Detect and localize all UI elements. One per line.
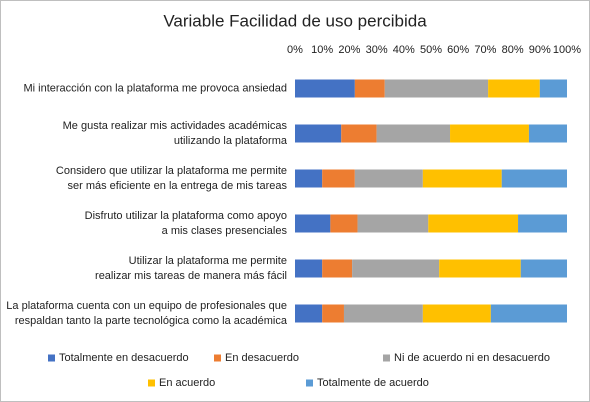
x-tick-label: 60%: [447, 44, 469, 56]
legend-swatch: [306, 379, 313, 387]
legend-label: Ni de acuerdo ni en desacuerdo: [394, 352, 550, 364]
bar-segment: [357, 214, 429, 233]
bar-segment: [528, 124, 567, 143]
chart-title: Variable Facilidad de uso percibida: [163, 11, 427, 30]
bar-segment: [322, 259, 353, 278]
legend-swatch: [383, 354, 390, 362]
bar-segment: [450, 124, 529, 143]
x-tick-label: 50%: [420, 44, 442, 56]
y-tick-label: Considero que utilizar la plataforma me …: [56, 165, 288, 192]
x-tick-label: 40%: [393, 44, 415, 56]
bar-segment: [488, 79, 540, 98]
x-tick-label: 30%: [366, 44, 388, 56]
bar-segment: [354, 79, 385, 98]
bar-segment: [330, 214, 358, 233]
y-tick-label: La plataforma cuenta con un equipo de pr…: [6, 300, 288, 327]
bar-segment: [520, 259, 567, 278]
bar-segment: [539, 79, 567, 98]
bar-segment: [428, 214, 519, 233]
bar-segment: [384, 79, 489, 98]
legend-swatch: [148, 379, 155, 387]
x-tick-label: 80%: [502, 44, 524, 56]
bar-segment: [354, 169, 423, 188]
bar-segment: [295, 169, 323, 188]
legend-swatch: [48, 354, 55, 362]
x-tick-label: 70%: [474, 44, 496, 56]
bar-segment: [518, 214, 567, 233]
legend-swatch: [214, 354, 221, 362]
bar-segment: [439, 259, 521, 278]
bar-segment: [352, 259, 440, 278]
legend-label: En desacuerdo: [225, 352, 299, 364]
bar-segment: [295, 259, 323, 278]
y-tick-label: Me gusta realizar mis actividades académ…: [63, 120, 288, 147]
y-tick-label: Disfruto utilizar la plataforma como apo…: [85, 210, 288, 237]
x-tick-label: 100%: [553, 44, 581, 56]
bar-segment: [322, 169, 355, 188]
bar-segment: [376, 124, 451, 143]
x-tick-label: 0%: [287, 44, 303, 56]
y-tick-label: Utilizar la plataforma me permite realiza…: [95, 255, 287, 282]
y-tick-label: Mi interacción con la plataforma me prov…: [23, 82, 287, 94]
bar-segment: [295, 79, 355, 98]
x-tick-label: 90%: [529, 44, 551, 56]
bar-segment: [343, 304, 423, 323]
legend-label: En acuerdo: [159, 377, 215, 389]
bar-segment: [501, 169, 567, 188]
bar-segment: [341, 124, 377, 143]
bar-segment: [422, 304, 491, 323]
legend-label: Totalmente de acuerdo: [317, 377, 429, 389]
legend-label: Totalmente en desacuerdo: [59, 352, 189, 364]
x-tick-label: 20%: [338, 44, 360, 56]
bar-segment: [322, 304, 344, 323]
bar-segment: [490, 304, 567, 323]
x-tick-label: 10%: [311, 44, 333, 56]
bar-segment: [422, 169, 502, 188]
bar-segment: [295, 214, 331, 233]
bar-segment: [295, 304, 323, 323]
bar-segment: [295, 124, 342, 143]
